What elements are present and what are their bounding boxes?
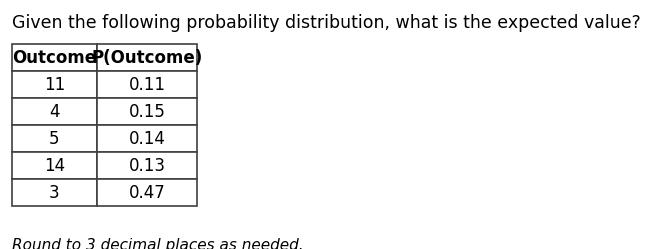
Bar (97, 152, 197, 179)
Text: Outcome: Outcome (12, 49, 96, 66)
Bar (12, 98, 97, 125)
Text: Given the following probability distribution, what is the expected value?: Given the following probability distribu… (12, 14, 641, 32)
Bar (12, 152, 97, 179)
Bar (97, 71, 197, 98)
Text: 0.13: 0.13 (128, 157, 165, 175)
Bar (97, 125, 197, 152)
Text: 0.15: 0.15 (128, 103, 165, 121)
Bar (97, 179, 197, 206)
Text: 0.14: 0.14 (128, 129, 165, 147)
Text: Round to 3 decimal places as needed.: Round to 3 decimal places as needed. (12, 238, 303, 249)
Text: 0.11: 0.11 (128, 75, 165, 94)
Bar (97, 44, 197, 71)
Text: 0.47: 0.47 (129, 184, 165, 201)
Text: 14: 14 (44, 157, 65, 175)
Bar (12, 71, 97, 98)
Bar (12, 179, 97, 206)
Bar (97, 98, 197, 125)
Text: 11: 11 (44, 75, 65, 94)
Text: P(Outcome): P(Outcome) (91, 49, 202, 66)
Bar (12, 125, 97, 152)
Text: 4: 4 (49, 103, 60, 121)
Text: 5: 5 (49, 129, 60, 147)
Bar (12, 44, 97, 71)
Text: 3: 3 (49, 184, 60, 201)
